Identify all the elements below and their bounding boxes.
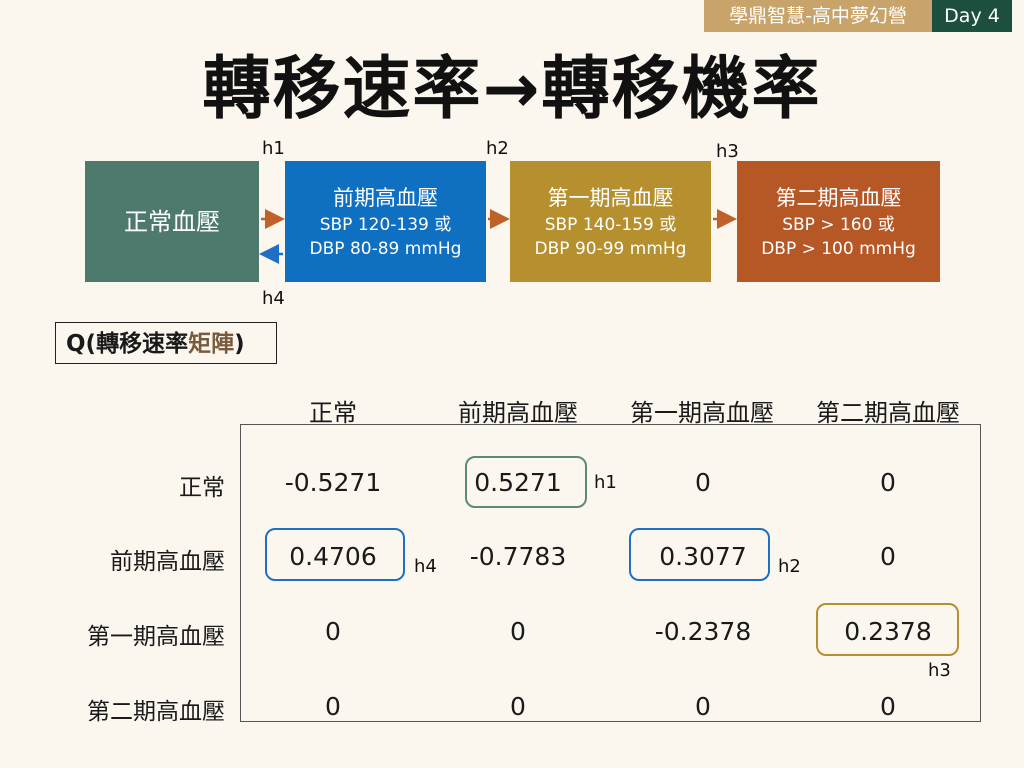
transition-label-h1: h1 — [262, 138, 285, 159]
state-normal-title: 正常血壓 — [124, 207, 220, 236]
cell-label-h4: h4 — [414, 556, 437, 577]
col-header-stage2: 第二期高血壓 — [816, 399, 960, 427]
state-stage2: 第二期高血壓 SBP > 160 或 DBP > 100 mmHg — [737, 161, 940, 282]
state-normal: 正常血壓 — [85, 161, 259, 282]
matrix-cell: 0 — [325, 617, 341, 646]
highlight-h2 — [629, 528, 770, 581]
transition-label-h3: h3 — [716, 141, 739, 162]
col-header-pre: 前期高血壓 — [458, 399, 578, 427]
transition-label-h2: h2 — [486, 138, 509, 159]
matrix-cell: 0.5271 — [474, 468, 562, 497]
state-stage2-title: 第二期高血壓 — [775, 185, 902, 210]
q-label-prefix: Q(轉移速率 — [66, 331, 189, 357]
state-pre-line2: DBP 80-89 mmHg — [309, 238, 462, 259]
cell-label-h1: h1 — [594, 472, 617, 493]
matrix-cell: -0.2378 — [654, 617, 752, 646]
state-stage2-line2: DBP > 100 mmHg — [761, 238, 916, 259]
matrix-cell: -0.7783 — [469, 542, 567, 571]
state-pre-title: 前期高血壓 — [333, 185, 438, 210]
state-stage1-line1: SBP 140-159 或 — [544, 214, 677, 235]
matrix-cell: 0 — [510, 617, 526, 646]
matrix-cell: 0 — [695, 468, 711, 497]
q-matrix-label: Q(轉移速率矩陣) — [55, 322, 277, 364]
row-header-pre: 前期高血壓 — [110, 549, 225, 575]
highlight-h4 — [265, 528, 405, 581]
row-header-stage1: 第一期高血壓 — [87, 624, 225, 650]
matrix-cell: 0 — [880, 692, 896, 721]
transition-arrows — [259, 209, 737, 264]
row-header-stage2: 第二期高血壓 — [87, 699, 225, 725]
state-pre-line1: SBP 120-139 或 — [319, 214, 452, 235]
matrix-cell: 0 — [880, 542, 896, 571]
matrix-cell: 0.2378 — [844, 617, 932, 646]
matrix-cell: -0.5271 — [284, 468, 382, 497]
transition-label-h4: h4 — [262, 288, 285, 309]
slide-title: 轉移速率→轉移機率 — [202, 50, 822, 129]
q-label-accent: 矩陣 — [188, 331, 235, 357]
col-header-stage1: 第一期高血壓 — [630, 399, 774, 427]
matrix-frame — [240, 424, 981, 722]
matrix-cell: 0 — [325, 692, 341, 721]
matrix-cell: 0 — [880, 468, 896, 497]
day-tag: Day 4 — [932, 0, 1012, 32]
cell-label-h2: h2 — [778, 556, 801, 577]
matrix-cell: 0.3077 — [659, 542, 747, 571]
row-header-normal: 正常 — [179, 475, 225, 501]
state-stage1-line2: DBP 90-99 mmHg — [534, 238, 687, 259]
state-stage1: 第一期高血壓 SBP 140-159 或 DBP 90-99 mmHg — [510, 161, 711, 282]
matrix-cell: 0 — [695, 692, 711, 721]
q-label-suffix: ) — [234, 331, 245, 357]
state-stage1-title: 第一期高血壓 — [547, 185, 674, 210]
col-header-normal: 正常 — [309, 399, 357, 427]
state-prehypertension: 前期高血壓 SBP 120-139 或 DBP 80-89 mmHg — [285, 161, 486, 282]
matrix-cell: 0.4706 — [289, 542, 377, 571]
cell-label-h3: h3 — [928, 660, 951, 681]
matrix-cell: 0 — [510, 692, 526, 721]
state-stage2-line1: SBP > 160 或 — [782, 214, 895, 235]
highlight-h1 — [465, 456, 587, 508]
course-tag: 學鼎智慧-高中夢幻營 — [704, 0, 932, 32]
highlight-h3 — [816, 603, 959, 656]
